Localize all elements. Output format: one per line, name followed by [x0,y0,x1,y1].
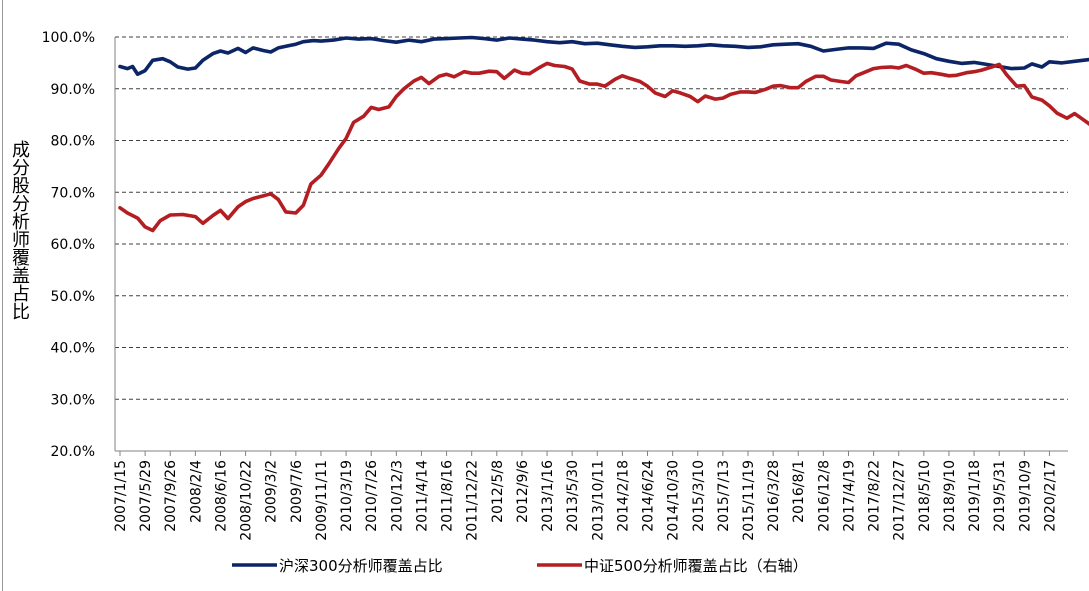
x-tick-label: 2009/3/2 [264,460,280,523]
x-tick-label: 2014/2/18 [615,460,631,532]
x-tick-label: 2017/8/22 [867,460,883,532]
x-tick-label: 2010/3/19 [339,460,355,532]
x-tick-label: 2018/9/10 [942,460,958,532]
x-tick-label: 2007/5/29 [138,460,154,532]
y-axis-ticks: 100.0% 90.0% 80.0% 70.0% 60.0% 50.0% 40.0% 30.0… [42,30,95,460]
series-line-hs300 [118,35,1089,77]
legend-item-csi500-label: 中证500分析师覆盖占比（右轴） [584,557,808,575]
x-tick-label: 2009/11/11 [314,460,330,541]
x-tick-label: 2017/4/19 [841,460,857,532]
x-tick-label: 2016/8/1 [791,460,807,523]
x-tick-label: 2018/5/10 [917,460,933,532]
x-tick-label: 2007/9/26 [163,460,179,532]
x-tick-label: 2016/3/28 [766,460,782,532]
x-tick-label: 2008/6/16 [213,460,229,532]
x-tick-label: 2011/4/14 [414,460,430,532]
x-tick-label: 2008/10/22 [239,460,255,541]
y-tick-label: 60.0% [51,237,95,253]
x-axis: 2007/1/15 2007/5/29 2007/9/26 2008/2/4 2008/… [113,37,1068,541]
x-tick-label: 2013/10/11 [590,460,606,541]
x-tick-label: 2010/12/3 [389,460,405,532]
y-tick-label: 30.0% [51,392,95,408]
y-axis-title-wrapper: 成分股分析师覆盖占比 [8,140,32,370]
x-tick-label: 2019/5/31 [992,460,1008,532]
x-tick-label: 2019/1/18 [967,460,983,532]
x-tick-label: 2011/8/16 [440,460,456,532]
legend: 沪深300分析师覆盖占比 中证500分析师覆盖占比（右轴） [232,557,808,575]
x-tick-label: 2017/12/27 [892,460,908,541]
series-lines [118,35,1089,233]
x-tick-label: 2009/7/6 [289,460,305,523]
x-tick-label: 2013/1/16 [540,460,556,532]
x-tick-label: 2012/9/6 [515,460,531,523]
legend-item-hs300-label: 沪深300分析师覆盖占比 [279,557,443,575]
y-tick-label: 80.0% [51,134,95,150]
x-tick-label: 2014/6/24 [641,460,657,532]
x-tick-label: 2008/2/4 [188,460,204,523]
y-tick-label: 40.0% [51,341,95,357]
x-tick-label: 2012/5/8 [490,460,506,523]
series-line-csi500 [118,61,1089,233]
left-frame-line [2,0,3,591]
x-tick-label: 2016/12/8 [816,460,832,532]
x-tick-label: 2007/1/15 [113,460,129,532]
y-tick-label: 50.0% [51,289,95,305]
y-tick-label: 90.0% [51,82,95,98]
x-tick-label: 2010/7/26 [364,460,380,532]
x-tick-label: 2014/10/30 [666,460,682,541]
x-tick-label: 2015/3/10 [691,460,707,532]
x-tick-label: 2015/11/19 [741,460,757,541]
x-tick-label: 2019/10/9 [1017,460,1033,532]
y-tick-label: 20.0% [51,444,95,460]
x-tick-label: 2015/7/13 [716,460,732,532]
x-tick-label: 2020/2/17 [1042,460,1058,532]
y-tick-label: 70.0% [51,185,95,201]
y-axis-title: 成分股分析师覆盖占比 [9,140,30,320]
gridlines [115,36,1068,400]
y-tick-label: 100.0% [42,30,95,46]
x-tick-label: 2011/12/22 [465,460,481,541]
x-tick-label: 2013/5/30 [565,460,581,532]
